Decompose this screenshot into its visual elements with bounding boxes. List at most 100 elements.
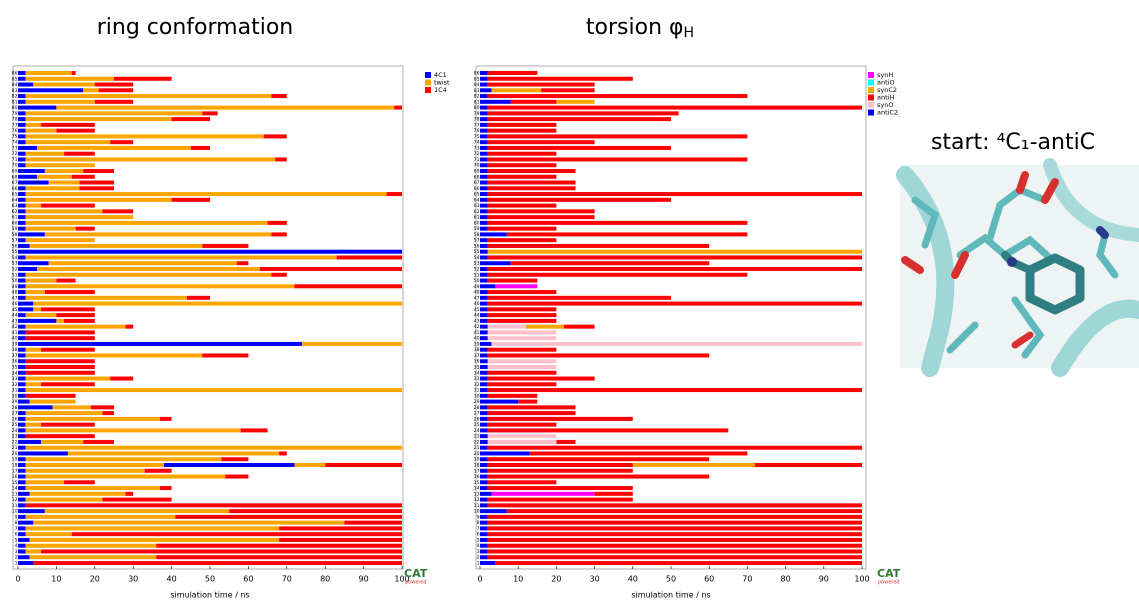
segment (480, 88, 491, 92)
row-label: 71 (12, 157, 18, 163)
segment (488, 204, 557, 208)
segment (488, 330, 557, 334)
segment (18, 359, 26, 363)
segment (26, 117, 172, 121)
segment (26, 71, 72, 75)
segment (114, 77, 172, 81)
segment (26, 111, 203, 115)
segment (26, 279, 57, 283)
segment (480, 215, 488, 219)
segment (26, 377, 110, 381)
segment (26, 296, 187, 300)
row-label: 36 (12, 359, 18, 365)
segment (26, 469, 145, 473)
segment (18, 313, 26, 317)
segment (18, 451, 68, 455)
row-label: 7 (15, 526, 18, 532)
row-label: 24 (474, 428, 480, 434)
row-label: 76 (12, 128, 18, 134)
segment (18, 198, 26, 202)
segment (26, 273, 272, 277)
segment (488, 486, 633, 490)
row-label: 16 (474, 474, 480, 480)
segment (18, 181, 49, 185)
row-label: 28 (12, 405, 18, 411)
segment (26, 198, 172, 202)
segment (83, 440, 114, 444)
segment (480, 388, 488, 392)
segment (18, 394, 26, 398)
oxygen (1020, 175, 1025, 190)
row-label: 82 (12, 94, 18, 100)
row-label: 32 (12, 382, 18, 388)
x-tick-label: 90 (819, 575, 829, 584)
row-label: 84 (474, 82, 480, 88)
legend-swatch (425, 80, 431, 86)
segment (26, 423, 41, 427)
segment (480, 227, 488, 231)
row-label: 71 (474, 157, 480, 163)
segment (480, 100, 511, 104)
row-label: 10 (12, 509, 18, 515)
segment (26, 204, 41, 208)
segment (480, 313, 488, 317)
segment (26, 123, 41, 127)
segment (18, 498, 26, 502)
segment (26, 209, 103, 213)
row-label: 15 (12, 480, 18, 486)
row-label: 1 (477, 561, 480, 567)
row-label: 65 (12, 192, 18, 198)
x-tick-label: 40 (167, 575, 177, 584)
segment (480, 83, 488, 87)
segment (26, 353, 203, 357)
segment (41, 440, 83, 444)
segment (480, 405, 488, 409)
segment (156, 544, 402, 548)
row-label: 67 (12, 180, 18, 186)
segment (480, 134, 488, 138)
segment (18, 486, 26, 490)
segment (45, 169, 83, 173)
segment (480, 509, 507, 513)
segment (480, 555, 488, 559)
segment (95, 83, 133, 87)
segment (480, 175, 488, 179)
segment (18, 336, 26, 340)
segment (480, 515, 488, 519)
row-label: 31 (474, 388, 480, 394)
legend-swatch (425, 72, 431, 78)
segment (480, 181, 488, 185)
segment (480, 273, 488, 277)
segment (26, 227, 76, 231)
segment (18, 146, 37, 150)
segment (480, 377, 488, 381)
row-label: 33 (474, 376, 480, 382)
row-label: 22 (12, 439, 18, 445)
row-label: 40 (474, 336, 480, 342)
x-tick-label: 60 (243, 575, 253, 584)
segment (26, 255, 337, 259)
segment (26, 186, 80, 190)
segment (271, 94, 286, 98)
row-label: 61 (474, 215, 480, 221)
row-label: 40 (12, 336, 18, 342)
segment (18, 134, 26, 138)
segment (18, 561, 33, 565)
segment (26, 100, 95, 104)
segment (480, 255, 488, 259)
segment (225, 475, 248, 479)
row-label: 12 (474, 497, 480, 503)
segment (26, 446, 402, 450)
segment (49, 181, 80, 185)
logo-subtext: powered (878, 580, 900, 586)
row-label: 39 (474, 341, 480, 347)
segment (18, 400, 30, 404)
legend-label: 1C4 (434, 86, 447, 94)
segment (18, 255, 26, 259)
row-label: 25 (12, 422, 18, 428)
segment (488, 371, 557, 375)
segment (480, 319, 488, 323)
segment (18, 325, 26, 329)
segment (480, 192, 488, 196)
row-label: 49 (12, 284, 18, 290)
